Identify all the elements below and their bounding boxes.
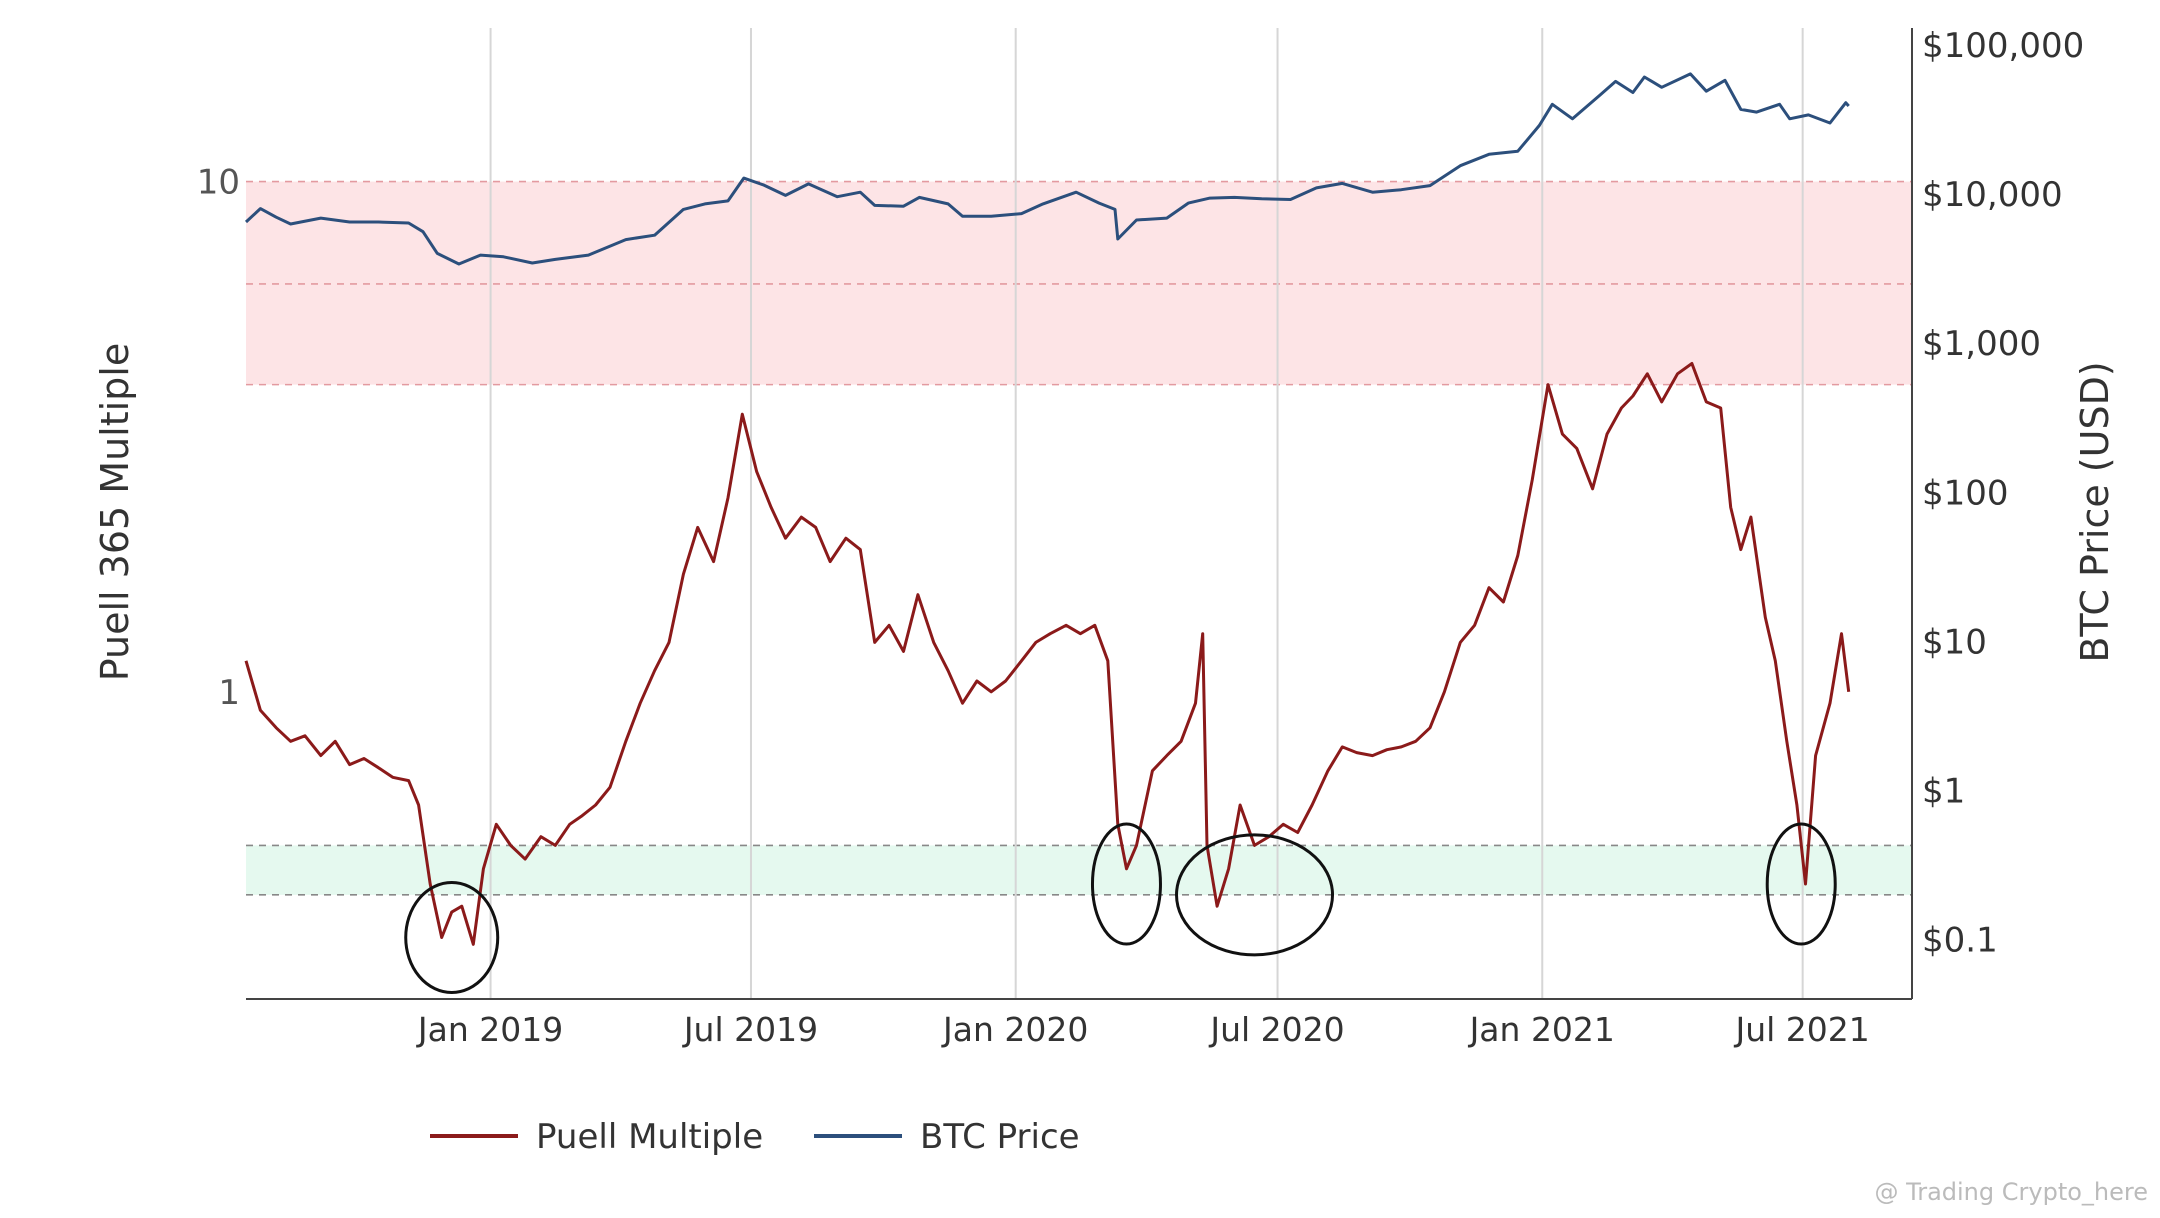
series-line-btc-price bbox=[244, 72, 1850, 266]
series-lines bbox=[244, 72, 1851, 946]
annotation-circle-0 bbox=[404, 880, 500, 994]
legend-item-puell[interactable]: Puell Multiple bbox=[430, 1117, 763, 1157]
annotation-circles bbox=[404, 822, 1837, 994]
vertical-gridlines bbox=[489, 28, 1804, 999]
legend: Puell Multiple BTC Price bbox=[430, 1117, 1080, 1157]
legend-label-puell: Puell Multiple bbox=[536, 1117, 763, 1157]
x-tick-label-5: Jul 2021 bbox=[1734, 1010, 1870, 1049]
watermark: @ Trading Crypto_here bbox=[1874, 1178, 2148, 1206]
series-line-puell-multiple bbox=[244, 362, 1851, 946]
right-axis-title: BTC Price (USD) bbox=[2073, 361, 2117, 662]
x-tick-label-4: Jan 2021 bbox=[1468, 1010, 1615, 1049]
x-tick-label-0: Jan 2019 bbox=[416, 1010, 563, 1049]
right-tick-label-2: $1,000 bbox=[1922, 324, 2041, 364]
x-axis-ticks: Jan 2019 Jul 2019 Jan 2020 Jul 2020 Jan 2021… bbox=[416, 1010, 1870, 1049]
left-axis-title: Puell 365 Multiple bbox=[93, 343, 137, 681]
right-axis-ticks: $100,000 $10,000 $1,000 $100 $10 $1 $0.1 bbox=[1922, 26, 2084, 961]
legend-item-btc[interactable]: BTC Price bbox=[814, 1117, 1080, 1157]
legend-label-btc: BTC Price bbox=[920, 1117, 1080, 1157]
right-tick-label-3: $100 bbox=[1922, 473, 2009, 513]
right-tick-label-1: $10,000 bbox=[1922, 175, 2063, 215]
left-tick-label-0: 10 bbox=[197, 163, 240, 203]
right-tick-label-6: $0.1 bbox=[1922, 921, 1998, 961]
right-tick-label-5: $1 bbox=[1922, 772, 1965, 812]
annotation-circle-2 bbox=[1175, 833, 1335, 957]
annotation-circle-3 bbox=[1765, 822, 1837, 946]
right-tick-label-4: $10 bbox=[1922, 622, 1987, 662]
x-tick-label-3: Jul 2020 bbox=[1208, 1010, 1344, 1049]
annotation-circle-1 bbox=[1090, 822, 1162, 946]
buy-zone-band bbox=[246, 845, 1912, 895]
x-tick-label-1: Jul 2019 bbox=[682, 1010, 818, 1049]
sell-zone-band bbox=[246, 181, 1912, 385]
right-tick-label-0: $100,000 bbox=[1922, 26, 2084, 66]
x-tick-label-2: Jan 2020 bbox=[941, 1010, 1088, 1049]
left-axis-ticks: 10 1 bbox=[197, 163, 240, 713]
left-tick-label-1: 1 bbox=[218, 673, 240, 713]
zone-bands bbox=[246, 180, 1912, 896]
